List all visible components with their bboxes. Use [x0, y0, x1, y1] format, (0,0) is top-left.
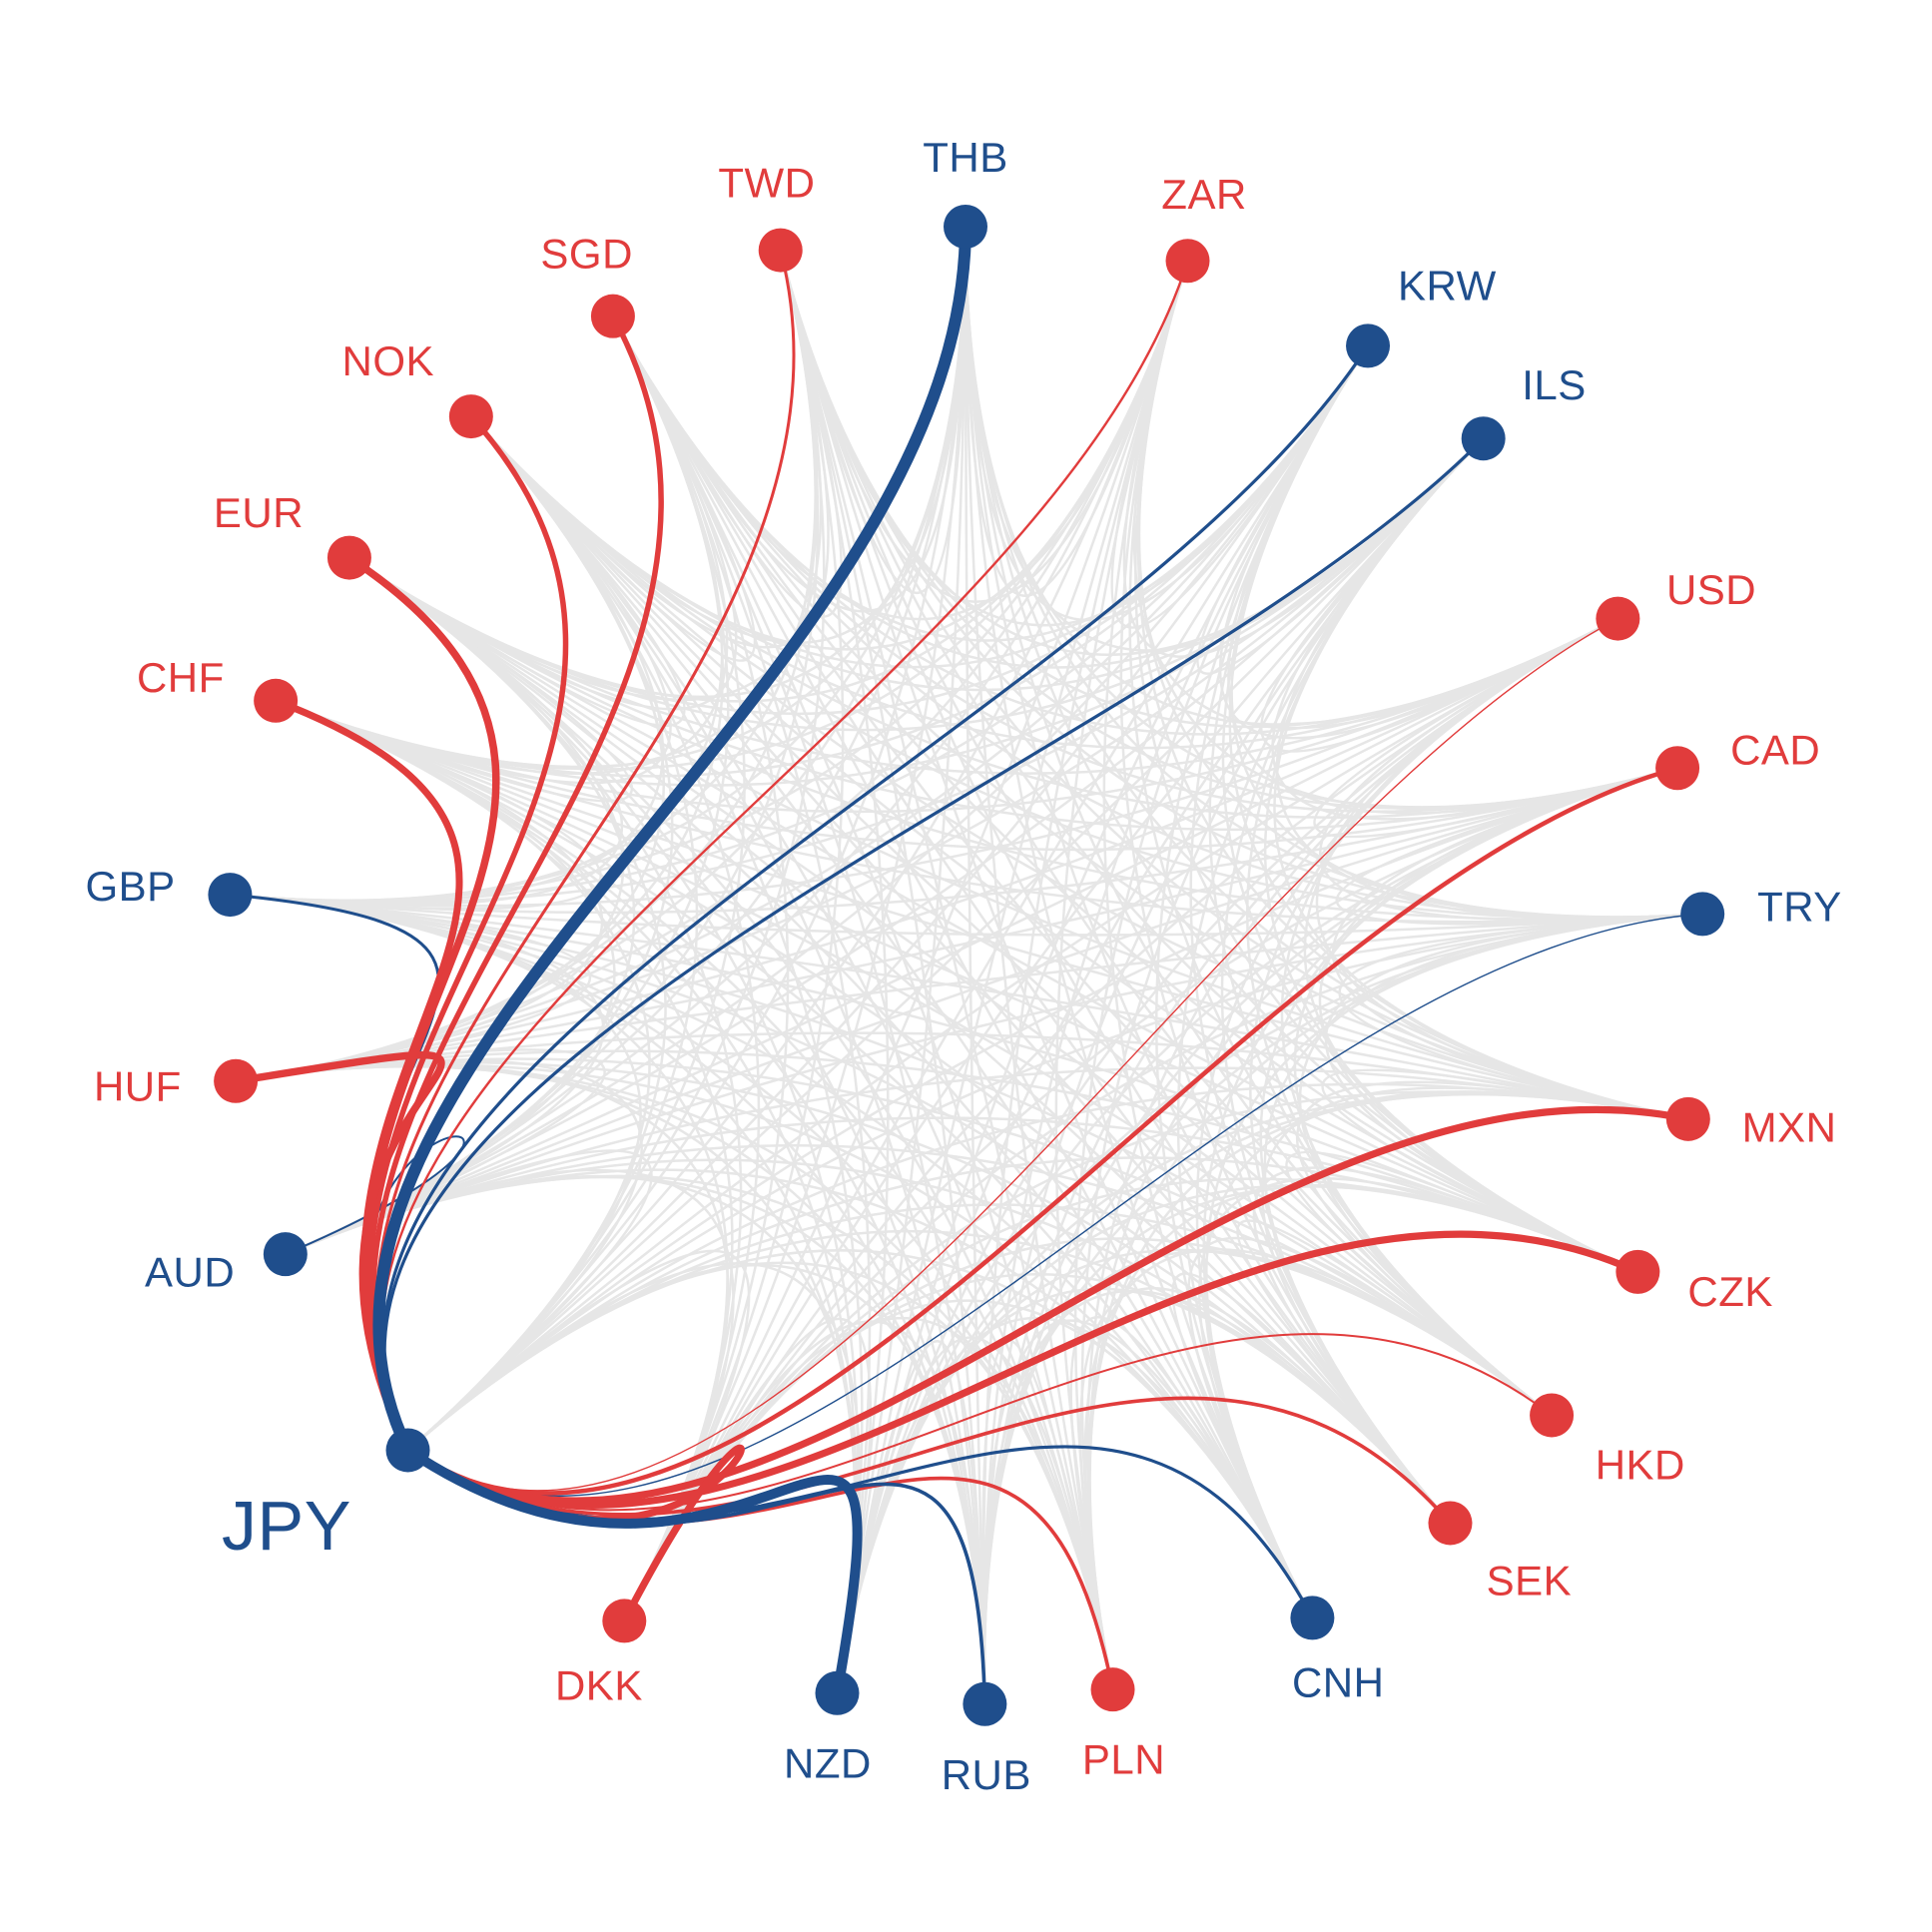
node-rub[interactable] [963, 1682, 1006, 1726]
label-hkd: HKD [1596, 1441, 1685, 1488]
label-cnh: CNH [1292, 1658, 1385, 1705]
node-aud[interactable] [264, 1232, 308, 1276]
node-czk[interactable] [1615, 1250, 1659, 1294]
label-czk: CZK [1687, 1268, 1773, 1315]
node-mxn[interactable] [1666, 1097, 1710, 1141]
node-dkk[interactable] [602, 1599, 646, 1642]
label-pln: PLN [1082, 1735, 1165, 1782]
node-zar[interactable] [1166, 239, 1210, 283]
node-try[interactable] [1680, 892, 1724, 936]
label-aud: AUD [145, 1249, 235, 1296]
label-sgd: SGD [540, 230, 633, 277]
edge-jpy-eur [349, 558, 496, 1451]
label-usd: USD [1666, 566, 1756, 613]
node-twd[interactable] [759, 229, 803, 273]
node-cnh[interactable] [1290, 1596, 1334, 1639]
node-jpy[interactable] [386, 1428, 430, 1472]
label-nok: NOK [342, 337, 435, 384]
label-huf: HUF [94, 1062, 182, 1109]
node-nok[interactable] [449, 394, 493, 438]
label-chf: CHF [137, 654, 225, 701]
label-gbp: GBP [85, 863, 175, 910]
label-krw: KRW [1398, 262, 1497, 309]
node-pln[interactable] [1091, 1667, 1135, 1711]
currency-network-diagram: THB ZAR KRW ILS USD CAD TRY MXN CZK HKD SEK CNH PLN R… [0, 0, 1932, 1932]
label-thb: THB [923, 134, 1008, 181]
node-gbp[interactable] [208, 873, 252, 917]
node-thb[interactable] [944, 205, 987, 249]
label-jpy: JPY [222, 1487, 351, 1565]
label-zar: ZAR [1161, 171, 1247, 218]
label-try: TRY [1757, 884, 1842, 931]
node-cad[interactable] [1655, 746, 1699, 790]
label-twd: TWD [718, 159, 815, 206]
node-chf[interactable] [254, 679, 298, 723]
node-hkd[interactable] [1530, 1393, 1574, 1437]
node-huf[interactable] [214, 1059, 258, 1103]
label-cad: CAD [1730, 727, 1820, 774]
edge-jpy-pln [408, 1450, 1113, 1689]
node-ils[interactable] [1462, 416, 1506, 460]
label-dkk: DKK [555, 1662, 643, 1709]
node-sek[interactable] [1428, 1501, 1472, 1545]
edge-jpy-nzd [408, 1450, 858, 1692]
node-eur[interactable] [327, 536, 371, 580]
label-rub: RUB [942, 1751, 1031, 1798]
label-nzd: NZD [784, 1739, 872, 1786]
label-sek: SEK [1487, 1557, 1573, 1604]
label-mxn: MXN [1742, 1103, 1837, 1150]
node-krw[interactable] [1346, 323, 1390, 367]
node-nzd[interactable] [816, 1671, 860, 1715]
label-ils: ILS [1522, 361, 1587, 408]
node-sgd[interactable] [591, 295, 635, 338]
label-eur: EUR [214, 489, 304, 536]
node-usd[interactable] [1596, 597, 1639, 641]
